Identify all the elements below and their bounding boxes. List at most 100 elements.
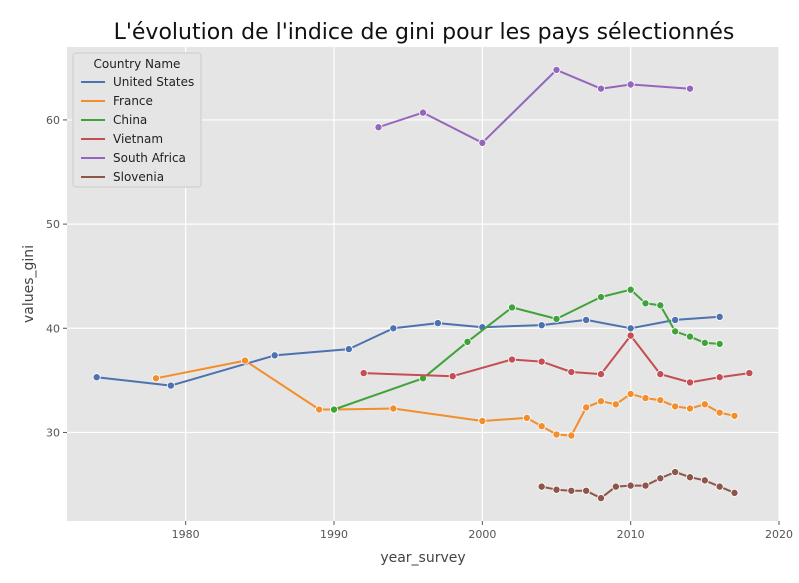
data-point (626, 285, 635, 294)
y-axis-ticks: 30 40 50 60 (46, 114, 67, 439)
data-point (567, 368, 576, 377)
data-point (656, 474, 665, 483)
x-tick-label: 2020 (765, 528, 793, 541)
data-point (671, 327, 680, 336)
data-point (597, 397, 606, 406)
data-point (166, 381, 175, 390)
data-point (700, 476, 709, 485)
chart-title: L'évolution de l'indice de gini pour les… (114, 20, 735, 45)
data-point (552, 430, 561, 439)
data-point (537, 482, 546, 491)
data-point (463, 337, 472, 346)
data-point (507, 303, 516, 312)
data-point (656, 396, 665, 405)
data-point (597, 293, 606, 302)
data-point (626, 331, 635, 340)
data-point (671, 315, 680, 324)
legend-label: United States (113, 75, 194, 89)
data-point (700, 338, 709, 347)
data-point (745, 369, 754, 378)
data-point (344, 345, 353, 354)
data-point (582, 403, 591, 412)
data-point (641, 394, 650, 403)
y-tick-label: 60 (46, 114, 60, 127)
legend-item-vietnam: Vietnam (81, 132, 163, 146)
data-point (448, 372, 457, 381)
data-point (686, 404, 695, 413)
data-point (552, 485, 561, 494)
legend-item-china: China (81, 113, 147, 127)
data-point (389, 324, 398, 333)
data-point (567, 486, 576, 495)
data-point (567, 431, 576, 440)
legend-item-south-africa: South Africa (81, 151, 186, 165)
data-point (715, 339, 724, 348)
data-point (597, 494, 606, 503)
data-point (626, 389, 635, 398)
legend-item-france: France (81, 94, 153, 108)
series-china (329, 285, 724, 414)
legend-label: South Africa (113, 151, 186, 165)
x-axis-ticks: 1980 1990 2000 2010 2020 (172, 521, 793, 541)
data-point (240, 356, 249, 365)
data-point (626, 324, 635, 333)
legend-label: Vietnam (113, 132, 163, 146)
data-point (700, 400, 709, 409)
data-point (537, 422, 546, 431)
data-point (641, 299, 650, 308)
data-point (730, 488, 739, 497)
data-point (151, 374, 160, 383)
data-point (315, 405, 324, 414)
legend-box (72, 52, 202, 188)
x-tick-label: 2000 (468, 528, 496, 541)
data-point (686, 378, 695, 387)
data-point (537, 357, 546, 366)
data-point (478, 138, 487, 147)
x-axis-label: year_survey (380, 550, 465, 566)
series-vietnam (359, 331, 754, 387)
series-layer (92, 65, 754, 503)
legend-label: China (113, 113, 147, 127)
data-point (433, 319, 442, 328)
series-south-africa (374, 65, 695, 147)
legend-item-united-states: United States (81, 75, 194, 89)
data-point (597, 84, 606, 93)
data-point (582, 315, 591, 324)
data-point (329, 405, 338, 414)
x-tick-label: 1990 (320, 528, 348, 541)
data-point (92, 373, 101, 382)
data-point (611, 482, 620, 491)
data-point (597, 370, 606, 379)
data-point (626, 481, 635, 490)
data-point (686, 332, 695, 341)
data-point (359, 369, 368, 378)
data-point (537, 321, 546, 330)
data-point (478, 416, 487, 425)
data-point (582, 486, 591, 495)
data-point (730, 411, 739, 420)
data-point (522, 413, 531, 422)
legend-label: Slovenia (113, 170, 164, 184)
y-tick-label: 40 (46, 322, 60, 335)
series-slovenia (537, 468, 739, 503)
data-point (715, 312, 724, 321)
series-line-united-states (96, 315, 720, 387)
data-point (671, 468, 680, 477)
legend-label: France (113, 94, 153, 108)
x-tick-label: 1980 (172, 528, 200, 541)
y-axis-label: values_gini (21, 245, 37, 323)
data-point (686, 84, 695, 93)
y-tick-label: 50 (46, 218, 60, 231)
data-point (656, 370, 665, 379)
data-point (671, 402, 680, 411)
data-point (715, 482, 724, 491)
series-france (151, 356, 739, 440)
data-point (715, 408, 724, 417)
data-point (715, 373, 724, 382)
data-point (641, 481, 650, 490)
data-point (552, 65, 561, 74)
legend: Country Name United States France China Vie… (72, 52, 202, 188)
data-point (270, 351, 279, 360)
data-point (626, 80, 635, 89)
